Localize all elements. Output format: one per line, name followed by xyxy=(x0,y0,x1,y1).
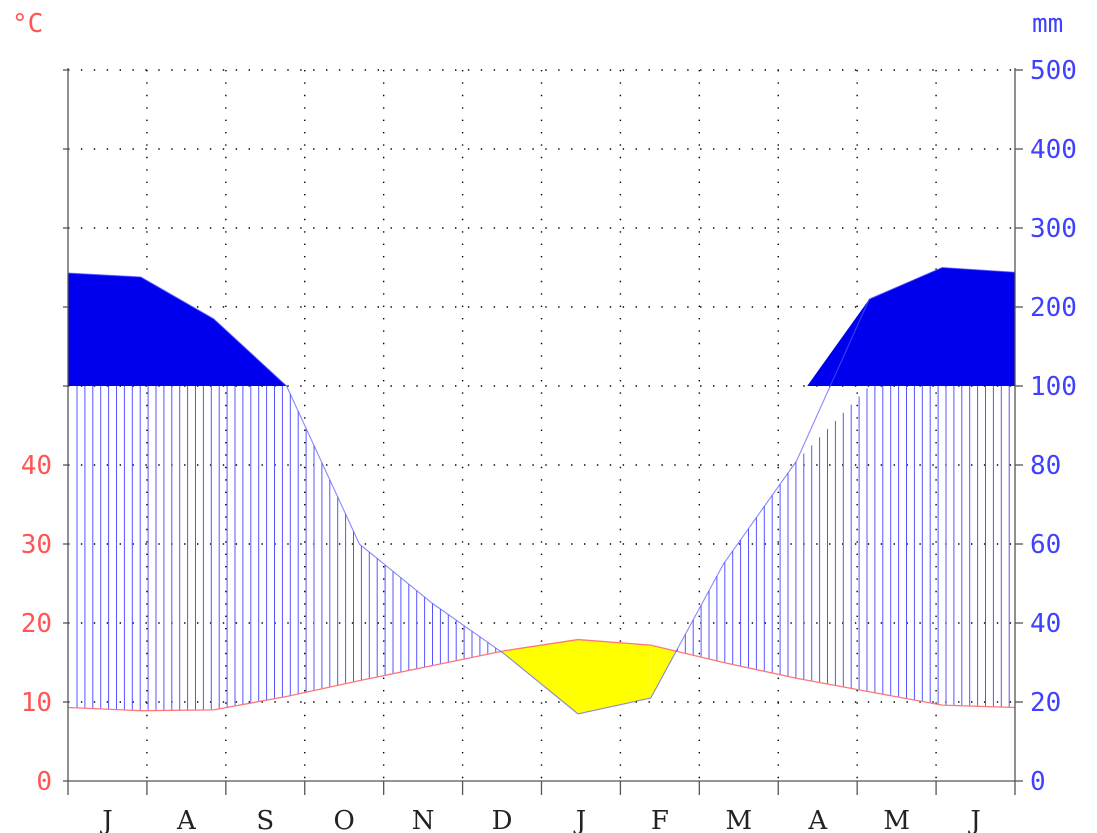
month-label: F xyxy=(651,806,669,833)
areas xyxy=(68,267,1015,714)
month-label: N xyxy=(412,806,435,833)
precipitation-tick-label: 400 xyxy=(1030,135,1077,165)
month-label: A xyxy=(176,806,197,833)
month-label: O xyxy=(334,806,355,833)
right-unit-label: mm xyxy=(1032,9,1063,39)
arid-area xyxy=(505,639,578,714)
precipitation-tick-label: 500 xyxy=(1030,56,1077,86)
arid-area xyxy=(650,645,677,699)
month-label: M xyxy=(725,806,752,833)
labels: °C mm 010203040020406080100200300400500J… xyxy=(12,9,1077,833)
axes xyxy=(63,68,1023,795)
precipitation-tick-label: 80 xyxy=(1030,451,1061,481)
precipitation-tick-label: 300 xyxy=(1030,214,1077,244)
precipitation-tick-label: 200 xyxy=(1030,293,1077,323)
temperature-tick-label: 30 xyxy=(21,530,52,560)
month-label: J xyxy=(967,806,980,833)
month-label: J xyxy=(573,806,586,833)
left-unit-label: °C xyxy=(12,9,43,39)
precipitation-tick-label: 20 xyxy=(1030,688,1061,718)
perhumid-area xyxy=(807,267,1015,386)
temperature-tick-label: 0 xyxy=(36,767,52,797)
precipitation-line xyxy=(67,266,1016,715)
month-label: M xyxy=(883,806,910,833)
arid-area xyxy=(577,639,651,714)
precipitation-tick-label: 0 xyxy=(1030,767,1046,797)
precipitation-tick-label: 100 xyxy=(1030,372,1077,402)
temperature-tick-label: 40 xyxy=(21,451,52,481)
month-label: D xyxy=(492,806,513,833)
temperature-line xyxy=(67,638,1016,712)
series-lines xyxy=(67,266,1016,715)
month-label: S xyxy=(256,806,274,833)
precipitation-tick-label: 60 xyxy=(1030,530,1061,560)
temperature-tick-label: 10 xyxy=(21,688,52,718)
temperature-tick-label: 20 xyxy=(21,609,52,639)
perhumid-area xyxy=(68,273,287,386)
precipitation-tick-label: 40 xyxy=(1030,609,1061,639)
month-label: J xyxy=(99,806,112,833)
month-label: A xyxy=(807,806,828,833)
